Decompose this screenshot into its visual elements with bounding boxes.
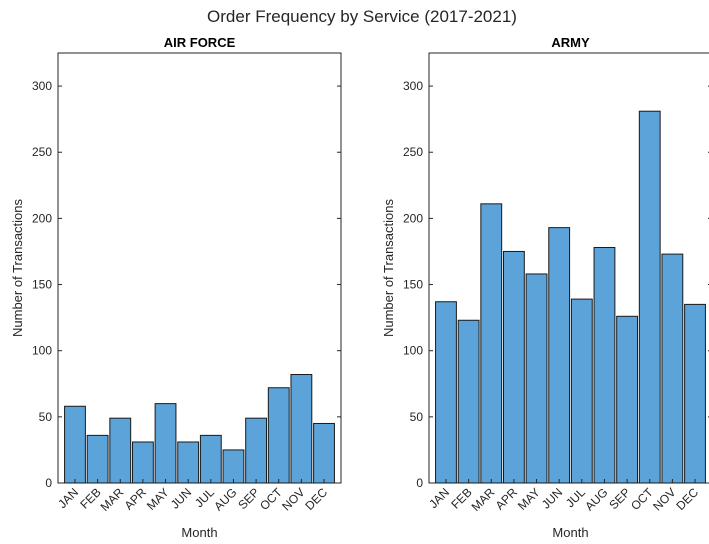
y-tick-label: 100	[32, 344, 52, 358]
bar-sep	[616, 315, 639, 484]
x-tick-label: OCT	[628, 485, 656, 513]
bar-jul	[570, 298, 593, 484]
x-tick-label: MAY	[515, 485, 543, 513]
x-tick-label: DEC	[673, 485, 701, 513]
bar-aug	[593, 246, 616, 484]
bar-jun	[177, 441, 200, 484]
panel-air-force: AIR FORCE050100150200250300JANFEBMARAPRM…	[10, 35, 342, 540]
panel-army: ARMY 0 50 100 150 200 250 300 JANFEBMARAPRMAYJUN…	[381, 35, 709, 540]
y-tick-label: 0	[45, 476, 52, 490]
bar-jan	[435, 301, 457, 484]
bar-dec	[313, 422, 335, 484]
x-tick-label: SEP	[235, 485, 262, 512]
panel-title: ARMY	[551, 35, 590, 50]
bar-apr	[131, 441, 154, 484]
x-tick-label: JAN	[426, 485, 452, 511]
y-tick-label: 150	[32, 278, 52, 292]
y-axis-label: Number of Transactions	[381, 199, 396, 338]
bar-jun	[548, 227, 571, 484]
x-tick-label: MAR	[98, 485, 127, 514]
y-tick-label: 100	[403, 344, 423, 358]
bar-nov	[661, 253, 684, 484]
x-tick-label: OCT	[257, 485, 285, 513]
bar-jul	[199, 434, 222, 484]
bar-aug	[222, 449, 245, 484]
bar-oct	[638, 110, 661, 484]
x-tick-label: FEB	[77, 485, 103, 511]
bar-mar	[109, 417, 132, 484]
x-axis-label: Month	[181, 525, 217, 540]
bar-feb	[86, 434, 109, 484]
x-tick-label: AUG	[211, 485, 239, 513]
x-tick-label: JUN	[539, 485, 565, 511]
x-axis-label: Month	[552, 525, 588, 540]
x-tick-label: SEP	[606, 485, 633, 512]
y-tick-label: 50	[39, 410, 53, 424]
y-tick-label: 250	[403, 145, 423, 159]
y-tick-label: 250	[32, 145, 52, 159]
x-tick-label: MAY	[144, 485, 172, 513]
y-tick-label: 300	[32, 79, 52, 93]
x-tick-label: NOV	[650, 485, 678, 513]
y-tick-label: 200	[403, 211, 423, 225]
figure-suptitle: Order Frequency by Service (2017-2021)	[207, 7, 517, 26]
bar-jan	[64, 405, 86, 484]
bar-oct	[267, 387, 290, 484]
bar-feb	[457, 319, 480, 484]
bar-may	[525, 273, 548, 484]
y-tick-label: 150	[403, 278, 423, 292]
y-tick-label: 300	[403, 79, 423, 93]
bar-nov	[290, 374, 313, 484]
y-axis-label: Number of Transactions	[10, 199, 25, 338]
bar-mar	[480, 203, 503, 484]
x-tick-label: FEB	[448, 485, 474, 511]
x-tick-label: APR	[493, 485, 521, 513]
x-tick-label: APR	[122, 485, 150, 513]
bar-dec	[684, 303, 706, 484]
y-tick-label: 200	[32, 211, 52, 225]
x-tick-label: AUG	[582, 485, 610, 513]
y-tick-label: 50	[410, 410, 424, 424]
x-tick-label: DEC	[302, 485, 330, 513]
bar-apr	[502, 250, 525, 484]
x-tick-label: JAN	[55, 485, 81, 511]
panel-title: AIR FORCE	[164, 35, 236, 50]
y-tick-label: 0	[416, 476, 423, 490]
bar-sep	[245, 417, 268, 484]
x-tick-label: NOV	[279, 485, 307, 513]
bar-may	[154, 403, 177, 484]
x-tick-label: MAR	[469, 485, 498, 514]
x-tick-label: JUN	[168, 485, 194, 511]
